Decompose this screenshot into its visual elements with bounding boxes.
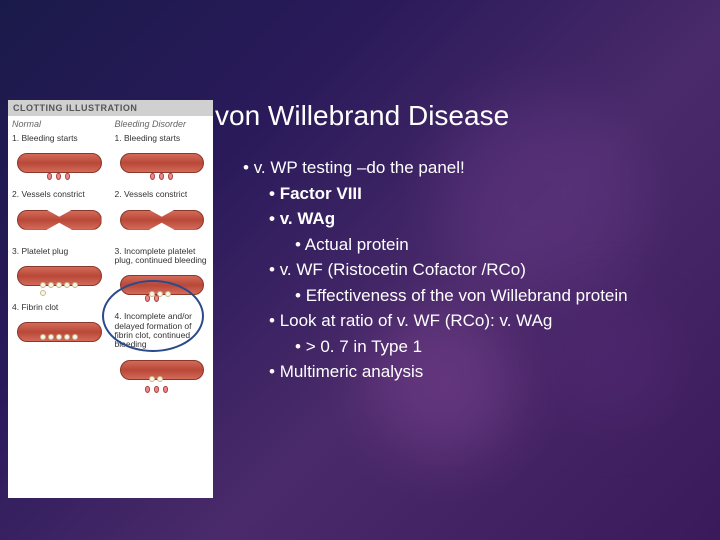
step-label: 2. Vessels constrict bbox=[12, 190, 107, 199]
vessel-diagram bbox=[12, 202, 107, 238]
vessel-diagram bbox=[12, 258, 107, 294]
bullet-item: > 0. 7 in Type 1 bbox=[225, 334, 628, 360]
bullet-item: Look at ratio of v. WF (RCo): v. WAg bbox=[225, 308, 628, 334]
bullet-item: Factor VIII bbox=[225, 181, 628, 207]
column-label: Bleeding Disorder bbox=[115, 119, 210, 129]
slide-content: v. WP testing –do the panel! Factor VIII… bbox=[225, 155, 628, 385]
bullet-item: v. WAg bbox=[225, 206, 628, 232]
bullet-item: v. WP testing –do the panel! bbox=[225, 155, 628, 181]
vessel-diagram bbox=[12, 314, 107, 350]
step-label: 4. Fibrin clot bbox=[12, 303, 107, 312]
vessel-diagram bbox=[115, 145, 210, 181]
vessel-diagram bbox=[115, 352, 210, 422]
highlight-circle bbox=[102, 280, 204, 352]
step-label: 3. Incomplete platelet plug, continued b… bbox=[115, 247, 210, 266]
step-label: 1. Bleeding starts bbox=[12, 134, 107, 143]
slide-title: von Willebrand Disease bbox=[215, 100, 509, 132]
step-label: 3. Platelet plug bbox=[12, 247, 107, 256]
normal-column: Normal 1. Bleeding starts 2. Vessels con… bbox=[8, 116, 111, 496]
illustration-header: CLOTTING ILLUSTRATION bbox=[8, 100, 213, 116]
step-label: 2. Vessels constrict bbox=[115, 190, 210, 199]
step-label: 1. Bleeding starts bbox=[115, 134, 210, 143]
bullet-item: Actual protein bbox=[225, 232, 628, 258]
vessel-diagram bbox=[115, 202, 210, 238]
bullet-item: Effectiveness of the von Willebrand prot… bbox=[225, 283, 628, 309]
bullet-item: Multimeric analysis bbox=[225, 359, 628, 385]
bullet-item: v. WF (Ristocetin Cofactor /RCo) bbox=[225, 257, 628, 283]
vessel-diagram bbox=[12, 145, 107, 181]
column-label: Normal bbox=[12, 119, 107, 129]
